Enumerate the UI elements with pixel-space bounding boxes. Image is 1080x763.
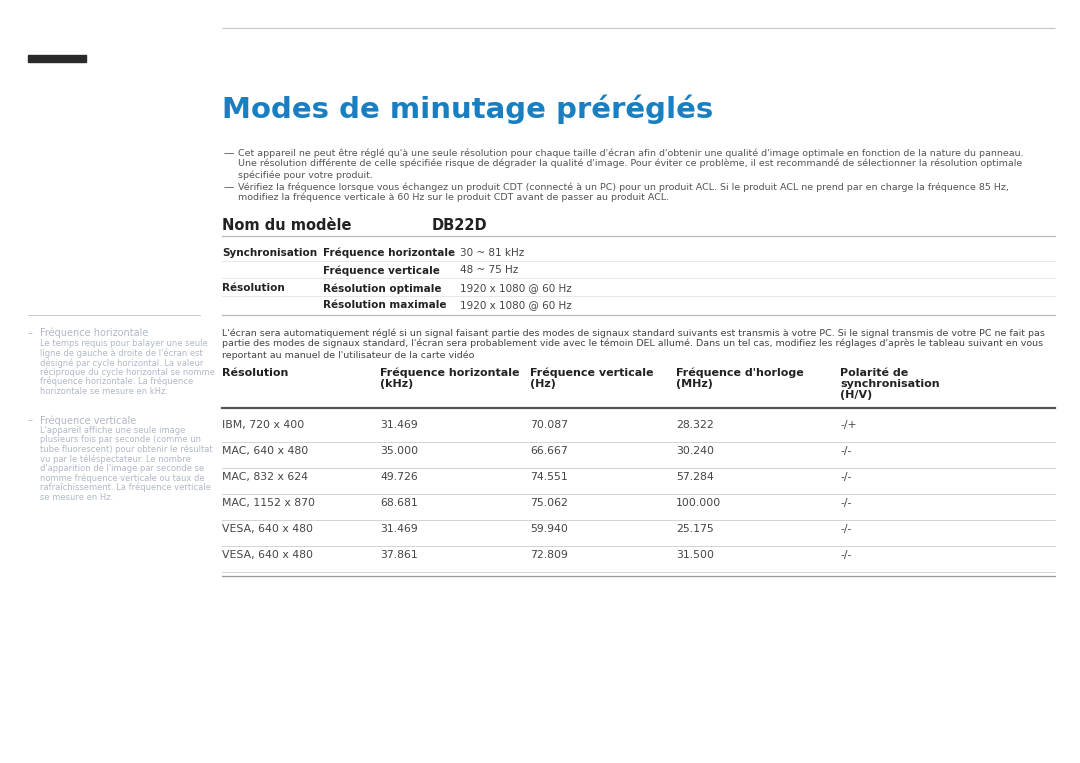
Text: MAC, 1152 x 870: MAC, 1152 x 870 <box>222 498 315 508</box>
Text: 31.469: 31.469 <box>380 420 418 430</box>
Text: plusieurs fois par seconde (comme un: plusieurs fois par seconde (comme un <box>40 436 201 445</box>
Text: 25.175: 25.175 <box>676 524 714 534</box>
Text: partie des modes de signaux standard, l'écran sera probablement vide avec le tém: partie des modes de signaux standard, l'… <box>222 339 1043 349</box>
Text: -/+: -/+ <box>840 420 856 430</box>
Text: 48 ~ 75 Hz: 48 ~ 75 Hz <box>460 265 518 275</box>
Text: modifiez la fréquence verticale à 60 Hz sur le produit CDT avant de passer au pr: modifiez la fréquence verticale à 60 Hz … <box>238 193 670 202</box>
Text: réciproque du cycle horizontal se nomme: réciproque du cycle horizontal se nomme <box>40 368 215 377</box>
Text: Fréquence d'horloge: Fréquence d'horloge <box>676 368 804 378</box>
Text: 49.726: 49.726 <box>380 472 418 482</box>
Text: 31.500: 31.500 <box>676 550 714 560</box>
Text: L'écran sera automatiquement réglé si un signal faisant partie des modes de sign: L'écran sera automatiquement réglé si un… <box>222 328 1044 337</box>
Text: (kHz): (kHz) <box>380 379 414 389</box>
Text: reportant au manuel de l'utilisateur de la carte vidéo: reportant au manuel de l'utilisateur de … <box>222 350 474 359</box>
Text: 30 ~ 81 kHz: 30 ~ 81 kHz <box>460 248 524 258</box>
Bar <box>28 55 86 62</box>
Text: 66.667: 66.667 <box>530 446 568 456</box>
Text: Fréquence horizontale: Fréquence horizontale <box>323 248 455 259</box>
Text: MAC, 640 x 480: MAC, 640 x 480 <box>222 446 308 456</box>
Text: -/-: -/- <box>840 524 851 534</box>
Text: désigné par cycle horizontal. La valeur: désigné par cycle horizontal. La valeur <box>40 358 203 368</box>
Text: -/-: -/- <box>840 498 851 508</box>
Text: Polarité de: Polarité de <box>840 368 908 378</box>
Text: d'apparition de l'image par seconde se: d'apparition de l'image par seconde se <box>40 464 204 473</box>
Text: rafraîchissement. La fréquence verticale: rafraîchissement. La fréquence verticale <box>40 483 211 492</box>
Text: horizontale se mesure en kHz.: horizontale se mesure en kHz. <box>40 387 168 395</box>
Text: —: — <box>224 148 234 158</box>
Text: 68.681: 68.681 <box>380 498 418 508</box>
Text: -/-: -/- <box>840 550 851 560</box>
Text: Modes de minutage préréglés: Modes de minutage préréglés <box>222 95 713 124</box>
Text: –: – <box>28 415 32 425</box>
Text: 31.469: 31.469 <box>380 524 418 534</box>
Text: (MHz): (MHz) <box>676 379 713 389</box>
Text: 35.000: 35.000 <box>380 446 418 456</box>
Text: synchronisation: synchronisation <box>840 379 940 389</box>
Text: VESA, 640 x 480: VESA, 640 x 480 <box>222 524 313 534</box>
Text: nomme fréquence verticale ou taux de: nomme fréquence verticale ou taux de <box>40 474 204 483</box>
Text: Une résolution différente de celle spécifiée risque de dégrader la qualité d'ima: Une résolution différente de celle spéci… <box>238 159 1023 169</box>
Text: DB22D: DB22D <box>432 218 488 233</box>
Text: vu par le téléspectateur. Le nombre: vu par le téléspectateur. Le nombre <box>40 455 191 464</box>
Text: -/-: -/- <box>840 472 851 482</box>
Text: Le temps requis pour balayer une seule: Le temps requis pour balayer une seule <box>40 339 207 348</box>
Text: se mesure en Hz.: se mesure en Hz. <box>40 492 113 501</box>
Text: 100.000: 100.000 <box>676 498 721 508</box>
Text: tube fluorescent) pour obtenir le résultat: tube fluorescent) pour obtenir le résult… <box>40 445 213 455</box>
Text: Nom du modèle: Nom du modèle <box>222 218 351 233</box>
Text: Fréquence verticale: Fréquence verticale <box>530 368 653 378</box>
Text: 1920 x 1080 @ 60 Hz: 1920 x 1080 @ 60 Hz <box>460 300 571 310</box>
Text: (H/V): (H/V) <box>840 390 873 400</box>
Text: Cet appareil ne peut être réglé qu'à une seule résolution pour chaque taille d'é: Cet appareil ne peut être réglé qu'à une… <box>238 148 1024 157</box>
Text: Résolution: Résolution <box>222 283 285 293</box>
Text: MAC, 832 x 624: MAC, 832 x 624 <box>222 472 308 482</box>
Text: ligne de gauche à droite de l'écran est: ligne de gauche à droite de l'écran est <box>40 349 203 358</box>
Text: 70.087: 70.087 <box>530 420 568 430</box>
Text: 57.284: 57.284 <box>676 472 714 482</box>
Text: -/-: -/- <box>840 446 851 456</box>
Text: 59.940: 59.940 <box>530 524 568 534</box>
Text: Vérifiez la fréquence lorsque vous échangez un produit CDT (connecté à un PC) po: Vérifiez la fréquence lorsque vous échan… <box>238 182 1009 192</box>
Text: spécifiée pour votre produit.: spécifiée pour votre produit. <box>238 170 373 179</box>
Text: Résolution maximale: Résolution maximale <box>323 300 446 310</box>
Text: 28.322: 28.322 <box>676 420 714 430</box>
Text: 74.551: 74.551 <box>530 472 568 482</box>
Text: fréquence horizontale. La fréquence: fréquence horizontale. La fréquence <box>40 377 193 387</box>
Text: 72.809: 72.809 <box>530 550 568 560</box>
Text: Fréquence horizontale: Fréquence horizontale <box>380 368 519 378</box>
Text: (Hz): (Hz) <box>530 379 556 389</box>
Text: 1920 x 1080 @ 60 Hz: 1920 x 1080 @ 60 Hz <box>460 283 571 293</box>
Text: Fréquence verticale: Fréquence verticale <box>40 415 136 426</box>
Text: –: – <box>28 328 32 338</box>
Text: Synchronisation: Synchronisation <box>222 248 318 258</box>
Text: L'appareil affiche une seule image: L'appareil affiche une seule image <box>40 426 186 435</box>
Text: Fréquence horizontale: Fréquence horizontale <box>40 328 148 339</box>
Text: IBM, 720 x 400: IBM, 720 x 400 <box>222 420 305 430</box>
Text: 30.240: 30.240 <box>676 446 714 456</box>
Text: 75.062: 75.062 <box>530 498 568 508</box>
Text: Fréquence verticale: Fréquence verticale <box>323 265 440 275</box>
Text: Résolution optimale: Résolution optimale <box>323 283 442 294</box>
Text: 37.861: 37.861 <box>380 550 418 560</box>
Text: —: — <box>224 182 234 192</box>
Text: Résolution: Résolution <box>222 368 288 378</box>
Text: VESA, 640 x 480: VESA, 640 x 480 <box>222 550 313 560</box>
